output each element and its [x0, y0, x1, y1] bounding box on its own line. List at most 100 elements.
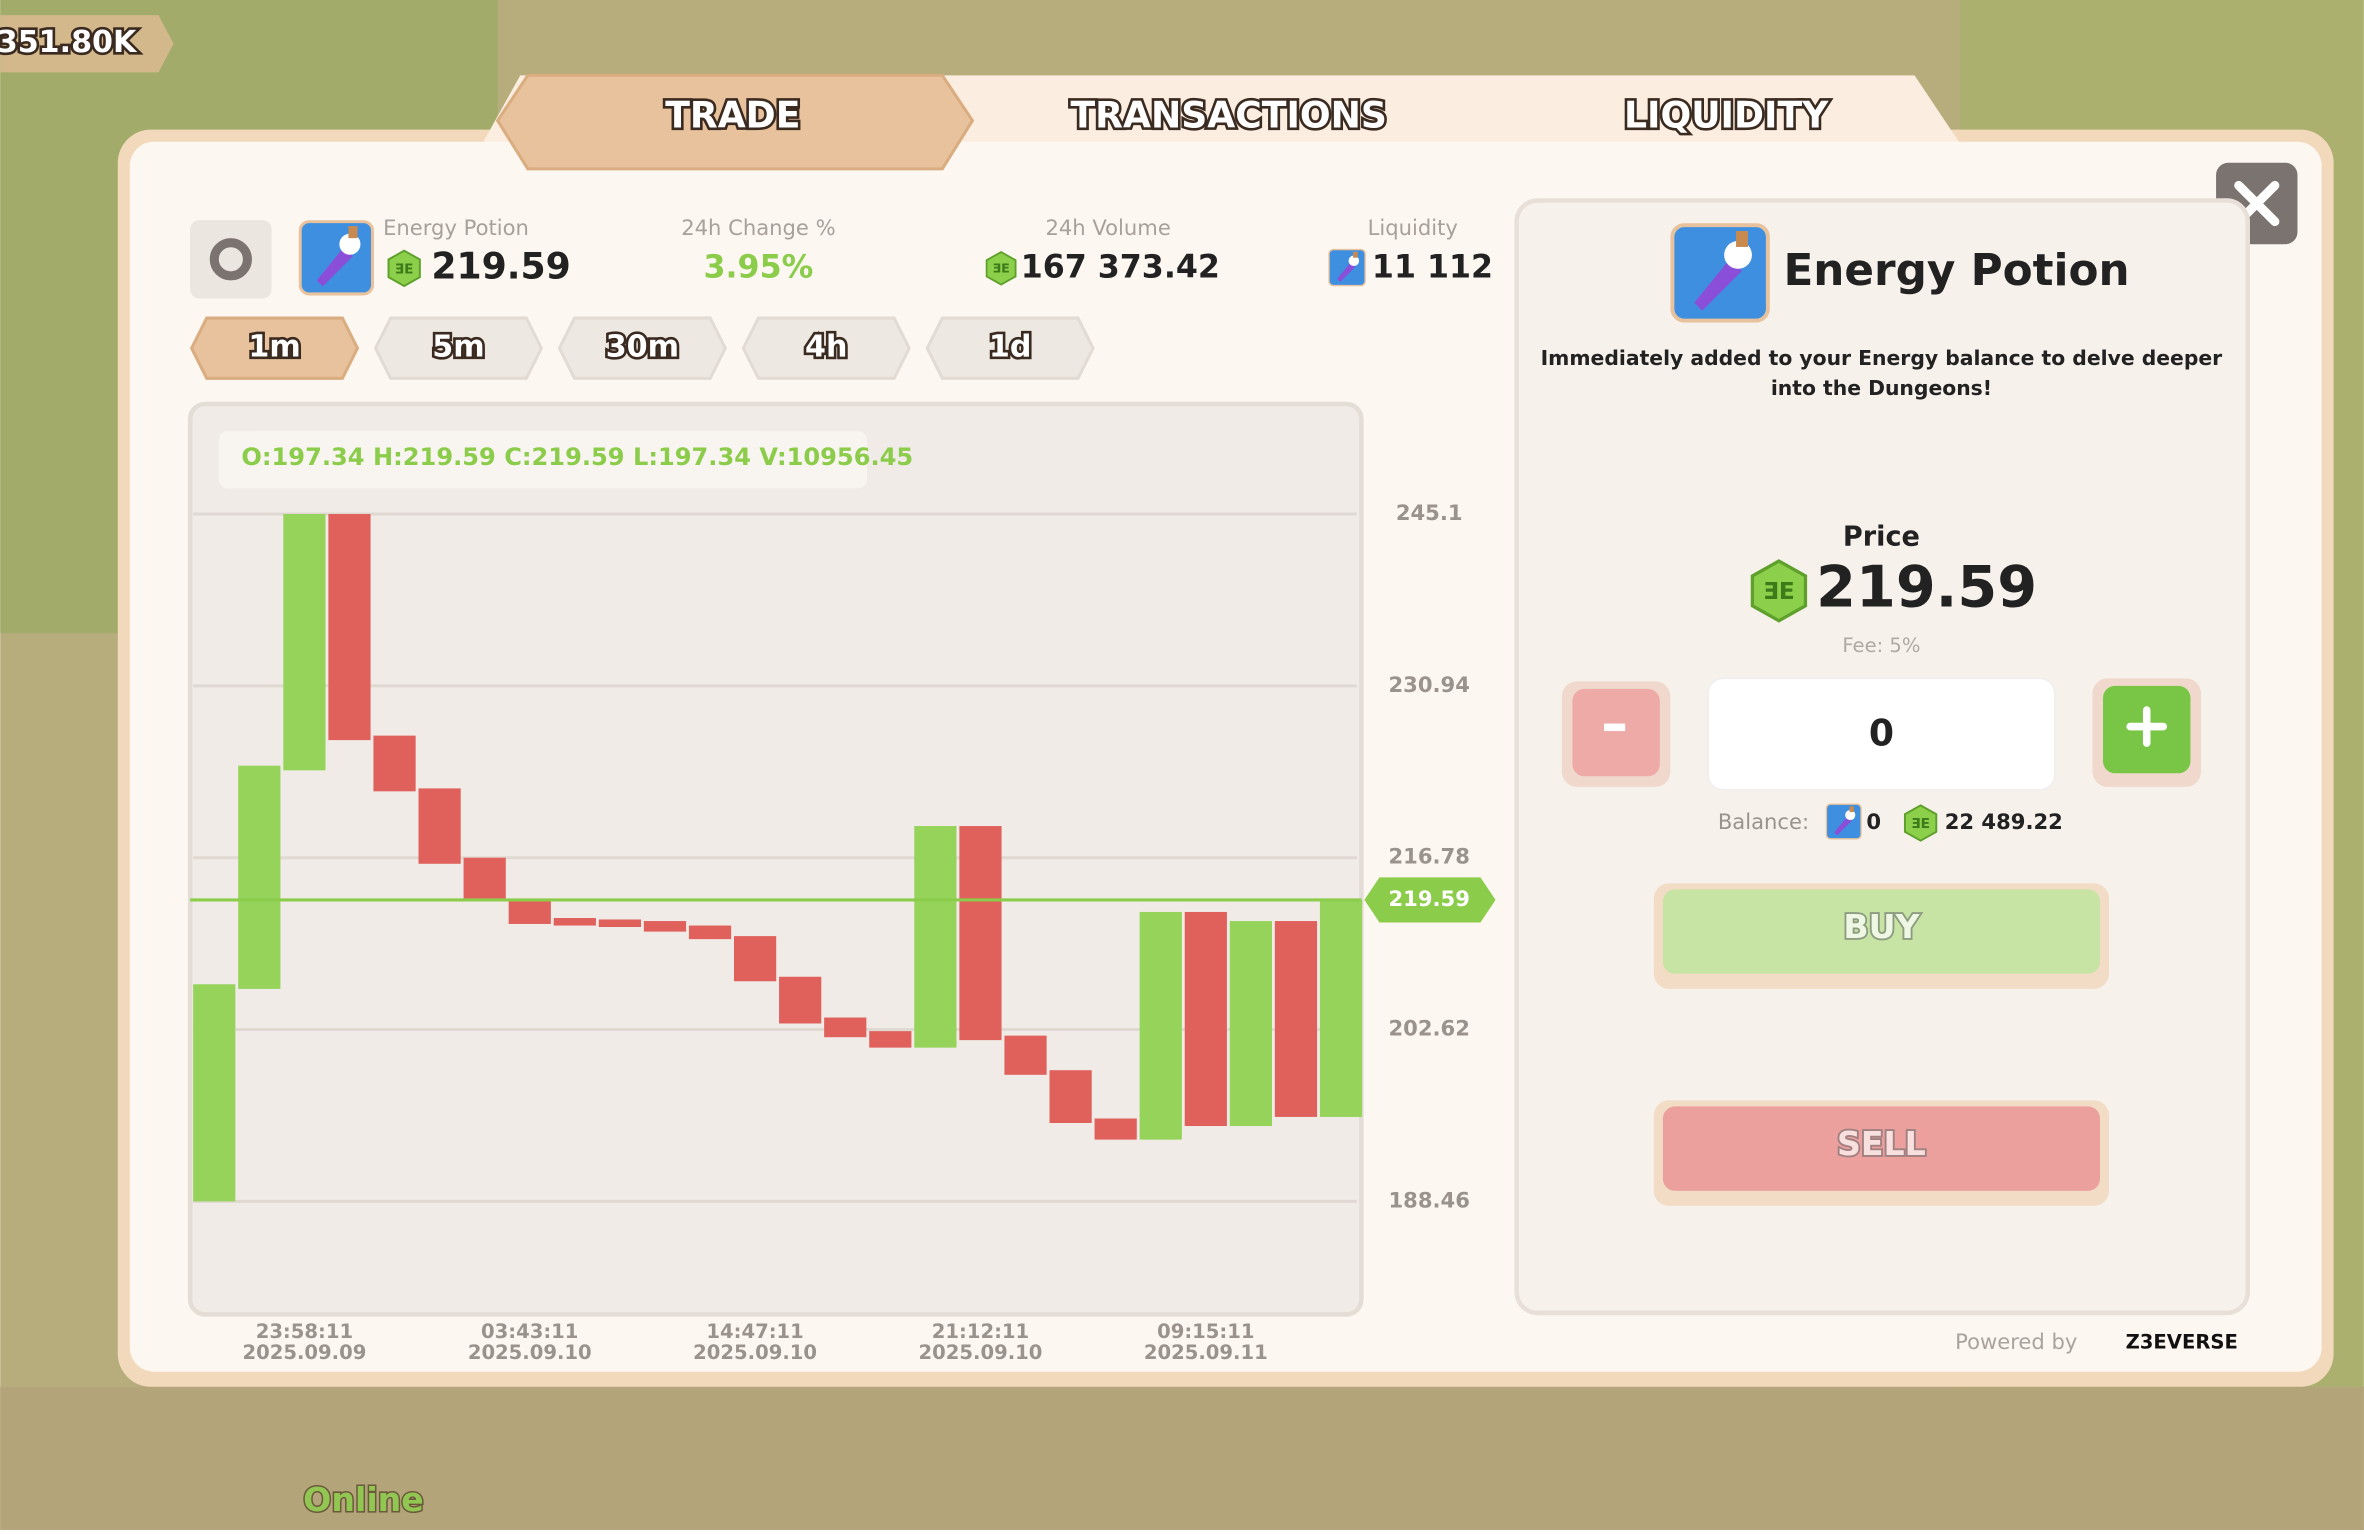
balance-item: 0	[1866, 809, 1881, 834]
stat-liquidity: 11 112	[1372, 249, 1493, 285]
candle-body	[959, 826, 1002, 1041]
timeframe-label: 1d	[989, 330, 1032, 365]
stat-label: 24h Volume	[1045, 215, 1170, 240]
x-tick-date: 2025.09.10	[468, 1341, 592, 1364]
candle-body	[869, 1031, 912, 1048]
candle-body	[1004, 1035, 1047, 1075]
timeframe-label: 5m	[432, 330, 484, 365]
hud-status: Online	[303, 1480, 424, 1519]
x-tick-label: 14:47:11	[706, 1320, 803, 1343]
y-tick-label: 188.46	[1389, 1187, 1470, 1212]
coin-icon	[1903, 804, 1938, 842]
product-icon	[1670, 223, 1770, 323]
price-tag-label: 219.59	[1389, 886, 1470, 911]
candle-body	[283, 514, 326, 771]
candle-body	[688, 925, 732, 940]
candle-body	[598, 919, 641, 927]
timeframe-button[interactable]	[557, 316, 727, 380]
coin-icon	[387, 249, 421, 287]
y-tick-label: 245.1	[1396, 500, 1463, 525]
item-name: Energy Potion	[383, 215, 529, 240]
candle-body	[1184, 911, 1227, 1127]
candle-body	[328, 514, 371, 741]
x-tick-date: 2025.09.11	[1144, 1341, 1268, 1364]
quantity-input[interactable]	[1707, 677, 2056, 791]
candle-body	[643, 921, 687, 932]
candle-body	[1274, 921, 1318, 1117]
timeframe-button[interactable]	[741, 316, 911, 380]
y-tick-label: 230.94	[1389, 672, 1470, 697]
scenery	[0, 1386, 2364, 1530]
product-description: Immediately added to your Energy balance…	[1541, 346, 2223, 370]
coin-icon	[1750, 559, 1808, 623]
balance-coins: 22 489.22	[1945, 809, 2063, 834]
product-name: Energy Potion	[1783, 245, 2129, 296]
candle-body	[779, 976, 822, 1024]
timeframe-button[interactable]	[925, 316, 1095, 380]
candle-body	[463, 857, 506, 902]
fee: Fee: 5%	[1842, 634, 1920, 657]
y-tick-label: 202.62	[1389, 1016, 1470, 1041]
ohlc-label: O:197.34 H:219.59 C:219.59 L:197.34 V:10…	[241, 443, 913, 471]
balance-label: Balance:	[1718, 809, 1809, 834]
sell-label: SELL	[1837, 1124, 1926, 1163]
candle-body	[508, 901, 551, 924]
product-description: into the Dungeons!	[1771, 376, 1992, 400]
coin-icon	[985, 251, 1017, 286]
timeframe-button[interactable]	[373, 316, 544, 380]
x-tick-label: 23:58:11	[256, 1320, 353, 1343]
candle-body	[553, 918, 596, 926]
product-price: 219.59	[1816, 554, 2037, 621]
candle-body	[418, 788, 461, 864]
buy-label: BUY	[1843, 907, 1920, 946]
hud-balance: 351.80K	[0, 25, 138, 60]
price-tag	[1364, 877, 1496, 923]
stat-label: Liquidity	[1368, 215, 1458, 240]
candle-body	[1139, 911, 1182, 1140]
tab[interactable]: LIQUIDITY	[1621, 91, 1831, 139]
tab[interactable]: TRADE	[663, 91, 803, 139]
candle-body	[373, 735, 416, 792]
ohlc-box	[218, 431, 867, 489]
candle-body	[914, 826, 957, 1048]
tab-active[interactable]	[495, 73, 975, 171]
candle-body	[1049, 1070, 1092, 1123]
sell-button[interactable]	[1653, 1100, 2110, 1206]
buy-button[interactable]	[1653, 883, 2110, 989]
x-tick-date: 2025.09.10	[693, 1341, 817, 1364]
plot: 188.46202.62216.78230.94245.123:58:11202…	[190, 500, 1496, 1364]
x-tick-label: 21:12:11	[932, 1320, 1029, 1343]
x-tick-label: 03:43:11	[481, 1320, 578, 1343]
stat-label: 24h Change %	[681, 215, 835, 240]
stat-volume: 167 373.42	[1021, 249, 1220, 285]
item-icon	[1825, 803, 1862, 840]
stat-change: 3.95%	[704, 249, 814, 285]
item-price: 219.59	[431, 244, 571, 287]
price-label: Price	[1843, 522, 1920, 553]
candle-body	[1094, 1118, 1137, 1140]
candle-body	[1229, 921, 1272, 1127]
tab[interactable]: TRANSACTIONS	[1068, 91, 1390, 139]
item-icon	[298, 220, 375, 296]
candle-body	[824, 1017, 867, 1038]
candle-body	[1319, 899, 1363, 1117]
hud-badge	[0, 15, 174, 73]
timeframe-button[interactable]	[189, 316, 360, 380]
candle-body	[734, 936, 777, 982]
y-tick-label: 216.78	[1389, 844, 1470, 869]
item-icon	[1328, 248, 1366, 287]
timeframe-label: 1m	[248, 330, 300, 365]
candle-body	[193, 984, 236, 1202]
x-tick-date: 2025.09.09	[242, 1341, 366, 1364]
brand: Z3EVERSE	[2126, 1331, 2238, 1354]
quantity: 0	[1869, 712, 1894, 755]
plus-button[interactable]	[2092, 678, 2201, 787]
timeframe-label: 30m	[606, 330, 679, 365]
timeframe-label: 4h	[805, 330, 847, 365]
minus-button[interactable]	[1561, 681, 1671, 787]
powered-by: Powered by	[1955, 1329, 2077, 1354]
x-tick-label: 09:15:11	[1157, 1320, 1254, 1343]
settings-button[interactable]	[190, 220, 272, 299]
